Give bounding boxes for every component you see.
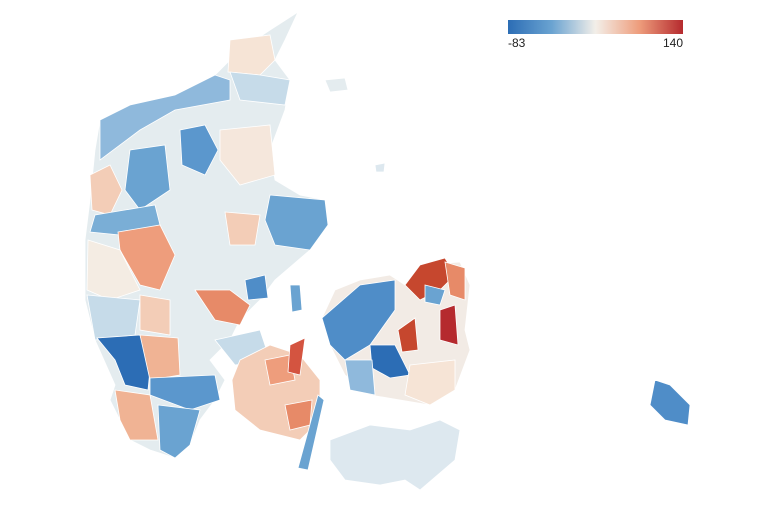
region — [179, 124, 219, 176]
region — [287, 337, 306, 376]
region — [224, 211, 261, 246]
legend-max: 140 — [663, 36, 683, 50]
region — [86, 239, 141, 301]
island — [374, 162, 386, 173]
region — [86, 294, 141, 341]
region — [149, 374, 221, 411]
region — [439, 304, 459, 346]
region — [139, 334, 181, 381]
region — [194, 289, 251, 326]
region — [344, 359, 376, 396]
region — [89, 164, 123, 216]
region — [157, 404, 201, 459]
legend-min: -83 — [508, 36, 526, 50]
region — [229, 71, 291, 106]
legend-gradient — [508, 20, 683, 34]
region — [99, 74, 231, 161]
region — [124, 144, 171, 211]
region — [444, 261, 466, 301]
lolland-falster — [329, 419, 461, 491]
region — [244, 274, 269, 301]
bornholm — [649, 379, 691, 426]
region — [114, 389, 159, 441]
region — [321, 279, 396, 361]
region — [264, 194, 329, 251]
region — [219, 124, 276, 186]
island — [324, 77, 349, 93]
region — [424, 284, 446, 306]
langeland — [297, 394, 325, 471]
region — [404, 359, 456, 406]
island — [289, 284, 303, 313]
region — [139, 294, 171, 336]
region — [284, 399, 313, 431]
region — [227, 34, 276, 76]
region — [397, 317, 419, 353]
region — [264, 354, 296, 386]
